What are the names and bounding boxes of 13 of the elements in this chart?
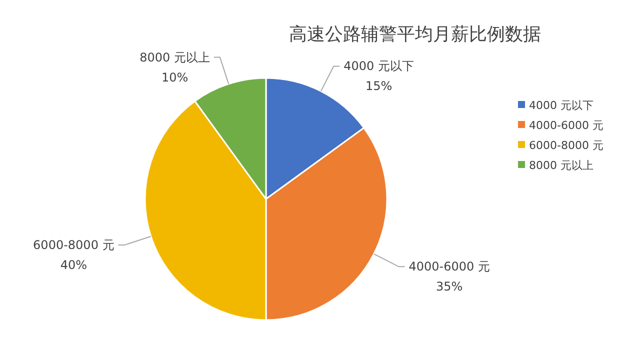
legend-label: 6000-8000 元 <box>529 139 604 152</box>
legend-label: 4000 元以下 <box>529 99 594 112</box>
slice-label: 6000-8000 元 <box>33 238 114 252</box>
legend-label: 4000-6000 元 <box>529 119 604 132</box>
data-label: 10% <box>161 70 188 84</box>
slice-label: 8000 元以上 <box>140 50 210 64</box>
slice-label: 4000-6000 元 <box>408 260 490 274</box>
data-label: 35% <box>436 280 463 294</box>
data-label: 15% <box>365 79 392 94</box>
slice-label: 4000 元以下 <box>344 59 414 74</box>
chart-title: 高速公路辅警平均月薪比例数据 <box>289 24 541 45</box>
data-label: 40% <box>60 258 88 272</box>
legend-label: 8000 元以上 <box>529 159 594 172</box>
